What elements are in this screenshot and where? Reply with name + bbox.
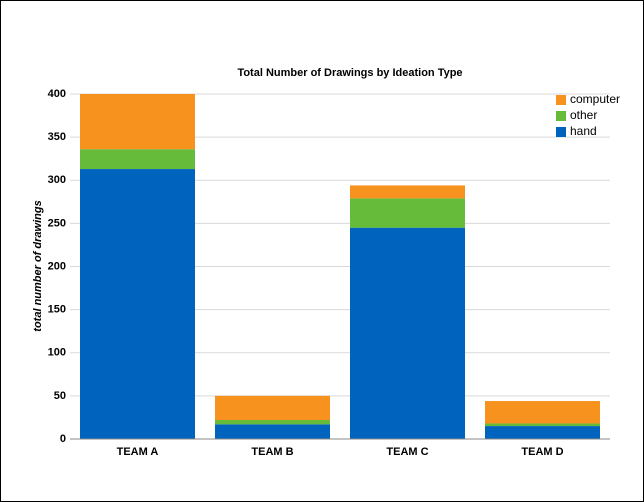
y-axis-label: total number of drawings [32,200,44,331]
y-tick-label: 400 [48,88,66,100]
y-tick-label: 50 [54,390,66,402]
legend-swatch [556,127,566,137]
bar-segment [215,420,330,425]
y-tick-label: 100 [48,347,66,359]
bar-segment [350,185,465,199]
x-tick-label: TEAM D [521,446,563,458]
x-tick-label: TEAM A [117,446,159,458]
x-tick-label: TEAM B [251,446,293,458]
bar-segment [485,401,600,424]
legend-swatch [556,95,566,105]
bar-segment [350,198,465,228]
legend-swatch [556,111,566,121]
legend-label: computer [570,92,620,106]
y-tick-label: 150 [48,304,66,316]
y-tick-label: 250 [48,217,66,229]
bar-segment [215,424,330,439]
bar-segment [80,149,195,170]
y-tick-label: 300 [48,174,66,186]
bar-segment [215,395,330,421]
y-tick-label: 350 [48,131,66,143]
bar-segment [485,426,600,439]
x-tick-label: TEAM C [386,446,428,458]
y-tick-label: 0 [60,433,66,445]
bar-segment [80,94,195,150]
legend-label: hand [570,124,597,138]
bar-segment [350,227,465,439]
bar-segment [485,423,600,427]
bar-segment [80,169,195,439]
legend-label: other [570,108,597,122]
chart-title: Total Number of Drawings by Ideation Typ… [237,67,462,79]
y-tick-label: 200 [48,260,66,272]
